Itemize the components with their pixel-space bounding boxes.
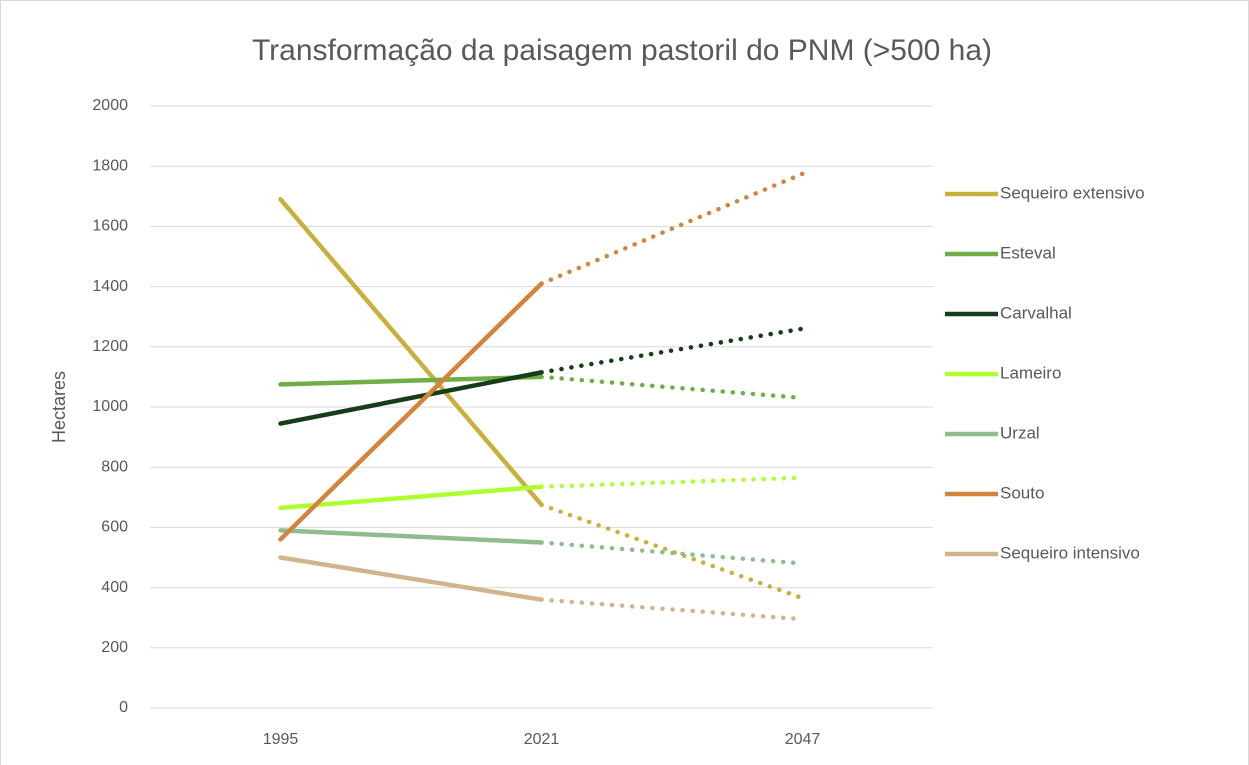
line-segment-projection xyxy=(539,502,805,601)
line-segment-projection xyxy=(539,326,805,375)
x-tick-label: 2021 xyxy=(524,731,560,748)
y-tick-label: 1800 xyxy=(92,157,128,174)
y-axis-label: Hectares xyxy=(49,371,69,443)
legend-label: Lameiro xyxy=(1000,363,1061,382)
y-tick-label: 0 xyxy=(119,699,128,716)
legend-label: Souto xyxy=(1000,483,1044,502)
line-segment xyxy=(278,528,544,545)
y-tick-label: 1400 xyxy=(92,278,128,295)
line-segment xyxy=(278,374,544,387)
line-segment xyxy=(278,484,544,511)
x-tick-label: 1995 xyxy=(263,731,299,748)
y-tick-label: 400 xyxy=(101,579,128,596)
line-segment-projection xyxy=(539,540,805,566)
line-segment-projection xyxy=(539,475,805,490)
legend-label: Sequeiro extensivo xyxy=(1000,183,1145,202)
line-segment xyxy=(278,555,544,602)
legend-label: Carvalhal xyxy=(1000,303,1072,322)
line-segment-projection xyxy=(539,597,805,622)
chart-title: Transformação da paisagem pastoril do PN… xyxy=(252,34,992,67)
y-tick-label: 600 xyxy=(101,519,128,536)
y-tick-label: 1000 xyxy=(92,398,128,415)
y-tick-label: 1200 xyxy=(92,338,128,355)
line-segment-projection xyxy=(539,171,805,286)
line-segment-projection xyxy=(539,374,805,401)
legend-label: Esteval xyxy=(1000,243,1056,262)
y-tick-label: 1600 xyxy=(92,218,128,235)
line-segment xyxy=(278,281,544,542)
line-segment xyxy=(278,370,544,426)
y-tick-label: 800 xyxy=(101,458,128,475)
legend-label: Sequeiro intensivo xyxy=(1000,543,1140,562)
y-tick-label: 200 xyxy=(101,639,128,656)
x-tick-label: 2047 xyxy=(785,731,821,748)
line-segment xyxy=(278,197,544,508)
legend-label: Urzal xyxy=(1000,423,1040,442)
y-tick-label: 2000 xyxy=(92,97,128,114)
